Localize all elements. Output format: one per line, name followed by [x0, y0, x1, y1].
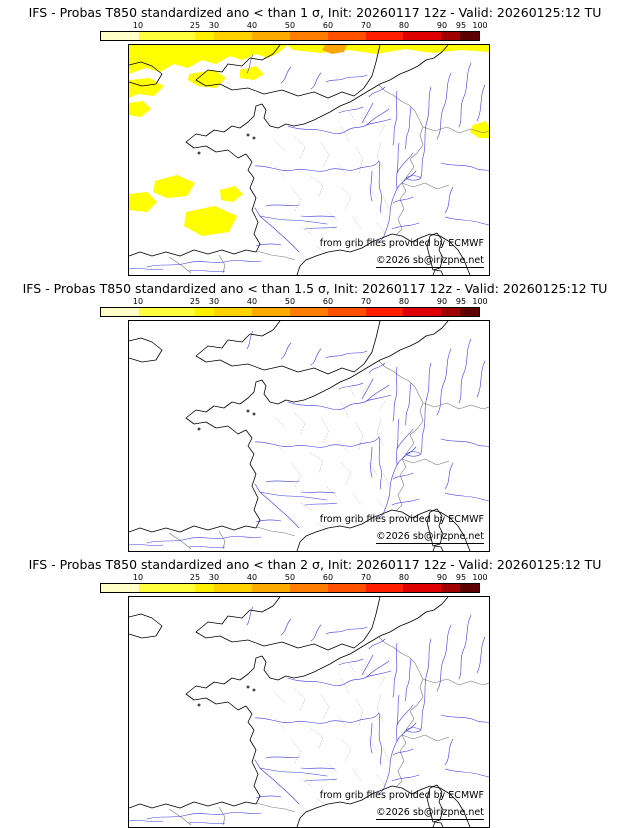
colorbar-segment: [365, 308, 404, 316]
colorbar-tick-label: 90: [436, 573, 448, 582]
colorbar-segment: [252, 32, 290, 40]
colorbar-ticks: 10 25 30 40 50 60 70 80 90 95 100: [100, 297, 488, 307]
colorbar-segment: [252, 308, 290, 316]
copyright-link[interactable]: ©2026 sb@irizpne.net: [376, 255, 484, 268]
colorbar-tick-label: 80: [398, 297, 410, 306]
colorbar-segment: [138, 584, 196, 592]
colorbar-tick-label: 80: [398, 21, 410, 30]
colorbar-tick-label: 40: [246, 573, 258, 582]
colorbar-segment: [460, 584, 479, 592]
colorbar-segment: [365, 32, 404, 40]
panel-title: IFS - Probas T850 standardized ano < tha…: [28, 557, 602, 572]
colorbar-segment: [403, 308, 442, 316]
colorbar: 10 25 30 40 50 60 70 80 90 95 100: [100, 573, 488, 593]
colorbar: 10 25 30 40 50 60 70 80 90 95 100: [100, 21, 488, 41]
colorbar-tick-label: 70: [360, 573, 372, 582]
colorbar-segment: [460, 308, 479, 316]
colorbar-bar: [100, 583, 480, 593]
map-frame: from grib files provided by ECMWF ©2026 …: [128, 596, 490, 828]
colorbar-tick-label: 90: [436, 297, 448, 306]
colorbar-segment: [195, 32, 215, 40]
colorbar-tick-label: 10: [132, 297, 144, 306]
colorbar-tick-label: 95: [455, 297, 467, 306]
colorbar-segment: [327, 584, 366, 592]
colorbar-segment: [289, 32, 328, 40]
colorbar-tick-label: 30: [208, 573, 220, 582]
colorbar-tick-label: 30: [208, 21, 220, 30]
colorbar-segment: [214, 32, 253, 40]
colorbar-segment: [101, 32, 139, 40]
colorbar-tick-label: 40: [246, 297, 258, 306]
colorbar-segment: [289, 584, 328, 592]
colorbar-tick-label: 10: [132, 573, 144, 582]
colorbar: 10 25 30 40 50 60 70 80 90 95 100: [100, 297, 488, 317]
colorbar-tick-label: 100: [472, 573, 488, 582]
ecmwf-credit: from grib files provided by ECMWF: [319, 238, 484, 249]
colorbar-tick-label: 100: [472, 21, 488, 30]
colorbar-segment: [441, 32, 461, 40]
colorbar-segment: [138, 308, 196, 316]
colorbar-segment: [403, 584, 442, 592]
colorbar-tick-label: 25: [189, 297, 201, 306]
colorbar-tick-label: 100: [472, 297, 488, 306]
colorbar-segment: [101, 584, 139, 592]
panel-proba-below-1-sigma: IFS - Probas T850 standardized ano < tha…: [0, 0, 630, 276]
colorbar-segment: [214, 308, 253, 316]
colorbar-segment: [195, 308, 215, 316]
colorbar-segment: [101, 308, 139, 316]
colorbar-tick-label: 40: [246, 21, 258, 30]
colorbar-tick-label: 10: [132, 21, 144, 30]
colorbar-segment: [441, 584, 461, 592]
copyright-link[interactable]: ©2026 sb@irizpne.net: [376, 807, 484, 820]
colorbar-tick-label: 50: [284, 297, 296, 306]
colorbar-tick-label: 95: [455, 573, 467, 582]
colorbar-tick-label: 70: [360, 21, 372, 30]
colorbar-segment: [195, 584, 215, 592]
colorbar-segment: [327, 32, 366, 40]
panel-title: IFS - Probas T850 standardized ano < tha…: [28, 5, 602, 20]
colorbar-segment: [214, 584, 253, 592]
colorbar-tick-label: 25: [189, 573, 201, 582]
colorbar-segment: [460, 32, 479, 40]
colorbar-segment: [289, 308, 328, 316]
colorbar-tick-label: 95: [455, 21, 467, 30]
colorbar-segment: [327, 308, 366, 316]
colorbar-bar: [100, 31, 480, 41]
colorbar-tick-label: 60: [322, 21, 334, 30]
colorbar-tick-label: 50: [284, 21, 296, 30]
colorbar-bar: [100, 307, 480, 317]
colorbar-tick-label: 60: [322, 297, 334, 306]
colorbar-tick-label: 60: [322, 573, 334, 582]
france-map-svg: [129, 45, 489, 275]
ecmwf-credit: from grib files provided by ECMWF: [319, 514, 484, 525]
panel-proba-below-2-sigma: IFS - Probas T850 standardized ano < tha…: [0, 552, 630, 828]
colorbar-tick-label: 50: [284, 573, 296, 582]
map-frame: from grib files provided by ECMWF ©2026 …: [128, 320, 490, 552]
colorbar-tick-label: 70: [360, 297, 372, 306]
colorbar-ticks: 10 25 30 40 50 60 70 80 90 95 100: [100, 573, 488, 583]
colorbar-tick-label: 30: [208, 297, 220, 306]
panel-proba-below-1p5-sigma: IFS - Probas T850 standardized ano < tha…: [0, 276, 630, 552]
colorbar-ticks: 10 25 30 40 50 60 70 80 90 95 100: [100, 21, 488, 31]
colorbar-tick-label: 80: [398, 573, 410, 582]
panel-title: IFS - Probas T850 standardized ano < tha…: [22, 281, 608, 296]
colorbar-segment: [138, 32, 196, 40]
colorbar-segment: [403, 32, 442, 40]
probability-shading: [129, 45, 489, 236]
map-frame: from grib files provided by ECMWF ©2026 …: [128, 44, 490, 276]
colorbar-segment: [252, 584, 290, 592]
colorbar-tick-label: 25: [189, 21, 201, 30]
ecmwf-credit: from grib files provided by ECMWF: [319, 790, 484, 801]
copyright-link[interactable]: ©2026 sb@irizpne.net: [376, 531, 484, 544]
colorbar-tick-label: 90: [436, 21, 448, 30]
colorbar-segment: [365, 584, 404, 592]
colorbar-segment: [441, 308, 461, 316]
